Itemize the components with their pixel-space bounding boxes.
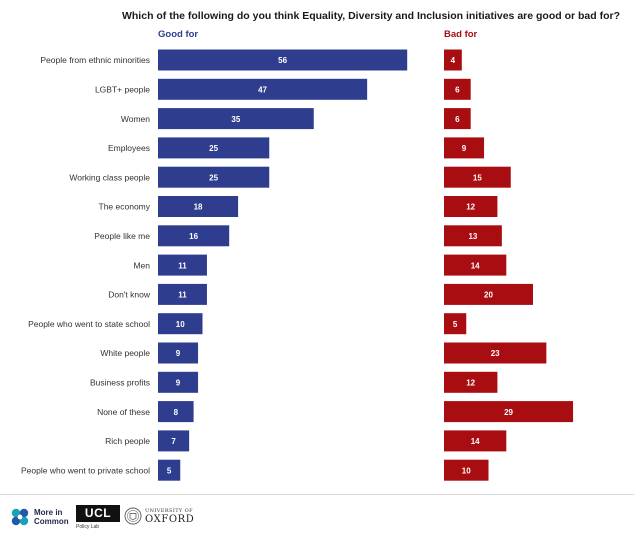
footer-divider: [0, 494, 634, 495]
category-label: People like me: [94, 231, 150, 241]
bad-for-value-label: 15: [473, 173, 482, 182]
bad-for-bar: [444, 225, 502, 247]
good-for-value-label: 5: [167, 466, 172, 475]
bad-for-bar: [444, 196, 498, 217]
category-label: Men: [133, 260, 150, 270]
good-for-value-label: 18: [194, 203, 203, 212]
bad-for-bar: [444, 342, 547, 364]
good-for-value-label: 11: [178, 291, 187, 300]
good-for-bar: [158, 459, 181, 481]
bad-for-bar: [444, 459, 489, 481]
category-label: People who went to state school: [28, 319, 150, 329]
good-for-value-label: 11: [178, 261, 187, 270]
more-in-common-icon: [11, 508, 29, 526]
good-for-bar: [158, 254, 207, 276]
oxford-university-of-text: UNIVERSITY OF: [145, 508, 193, 514]
good-for-bar: [158, 49, 408, 71]
good-for-value-label: 9: [176, 379, 181, 388]
bad-for-bar: [444, 401, 574, 423]
category-label: Employees: [108, 143, 150, 153]
policy-lab-text: Policy Lab: [76, 524, 100, 530]
bad-for-bar: [444, 313, 467, 335]
bad-for-bar: [444, 166, 511, 188]
bad-for-value-label: 29: [504, 408, 513, 417]
good-for-value-label: 56: [278, 56, 287, 65]
bad-for-value-label: 10: [462, 466, 471, 475]
category-label: Women: [121, 114, 150, 124]
good-for-value-label: 8: [174, 408, 179, 417]
good-for-bar: [158, 283, 207, 305]
legend-good-for: Good for: [158, 29, 198, 40]
category-label: Working class people: [69, 172, 150, 182]
good-for-bar: [158, 430, 190, 452]
bad-for-value-label: 20: [484, 291, 493, 300]
category-label: Don't know: [108, 290, 151, 300]
good-for-bar: [158, 342, 199, 364]
bad-for-value-label: 9: [462, 144, 467, 153]
good-for-bar: [158, 166, 270, 188]
good-for-bar: [158, 313, 203, 335]
good-for-value-label: 25: [209, 144, 218, 153]
legend-bad-for: Bad for: [444, 29, 478, 40]
good-for-value-label: 35: [231, 115, 240, 124]
bad-for-value-label: 14: [471, 261, 480, 270]
bad-for-bar: [444, 49, 462, 71]
good-for-value-label: 25: [209, 173, 218, 182]
bad-for-value-label: 23: [491, 349, 500, 358]
good-for-bar: [158, 78, 368, 100]
good-for-value-label: 9: [176, 349, 181, 358]
bad-for-bar: [444, 108, 471, 130]
ucl-policy-lab-logo: UCL Policy Lab: [76, 505, 122, 533]
bad-for-value-label: 14: [471, 437, 480, 446]
ucl-wordmark: UCL: [76, 505, 120, 522]
category-label: Business profits: [90, 378, 150, 388]
more-in-common-text: More in Common: [34, 508, 69, 526]
bad-for-bar: [444, 137, 485, 159]
university-of-oxford-logo: UNIVERSITY OF OXFORD: [124, 506, 194, 528]
good-for-value-label: 47: [258, 86, 267, 95]
bad-for-bar: [444, 430, 507, 452]
good-for-value-label: 10: [176, 320, 185, 329]
category-label: The economy: [99, 202, 151, 212]
bad-for-value-label: 6: [455, 115, 460, 124]
bad-for-value-label: 5: [453, 320, 458, 329]
bad-for-value-label: 4: [451, 56, 456, 65]
good-for-bar: [158, 108, 314, 130]
good-for-bar: [158, 401, 194, 423]
more-in-common-logo: More in Common: [10, 506, 70, 528]
bad-for-value-label: 12: [466, 379, 475, 388]
category-label: LGBT+ people: [95, 85, 150, 95]
category-label: None of these: [97, 407, 150, 417]
bad-for-value-label: 6: [455, 86, 460, 95]
footer: More in Common UCL Policy Lab UNIVERSITY…: [0, 494, 634, 551]
oxford-crest-icon: [124, 507, 142, 525]
good-for-bar: [158, 371, 199, 393]
bad-for-value-label: 13: [468, 232, 477, 241]
bad-for-bar: [444, 371, 498, 393]
category-label: Rich people: [105, 436, 150, 446]
bad-for-value-label: 12: [466, 203, 475, 212]
chart-title: Which of the following do you think Equa…: [122, 10, 620, 22]
good-for-value-label: 16: [189, 232, 198, 241]
good-for-bar: [158, 225, 230, 247]
bad-for-bar: [444, 283, 533, 305]
good-for-bar: [158, 137, 270, 159]
oxford-name-text: OXFORD: [145, 514, 195, 525]
category-label: White people: [100, 348, 150, 358]
category-label: People who went to private school: [21, 465, 150, 475]
category-label: People from ethnic minorities: [40, 55, 150, 65]
bad-for-bar: [444, 254, 507, 276]
bad-for-bar: [444, 78, 471, 100]
good-for-bar: [158, 196, 239, 217]
good-for-value-label: 7: [171, 437, 176, 446]
